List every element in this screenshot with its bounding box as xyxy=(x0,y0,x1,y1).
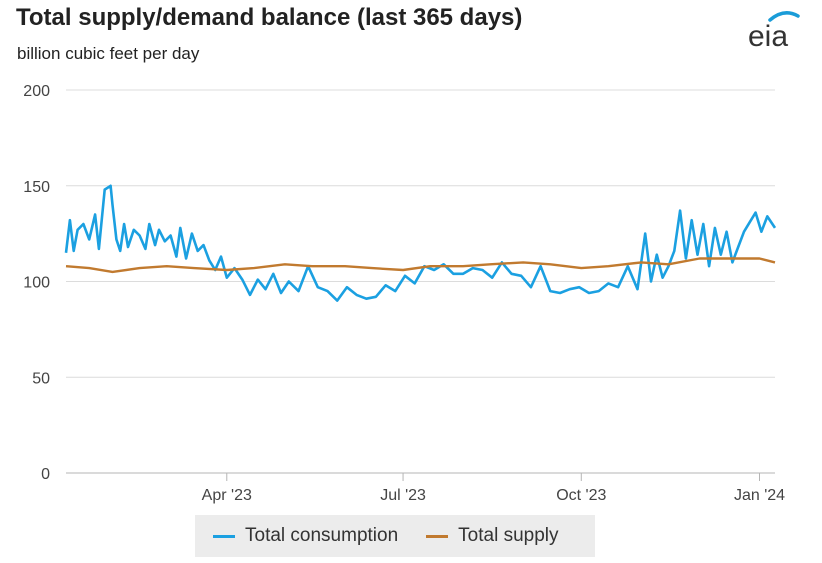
legend-item-consumption[interactable]: Total consumption xyxy=(213,525,398,547)
legend-label-consumption: Total consumption xyxy=(245,525,398,547)
x-tick-label: Jul '23 xyxy=(380,487,426,504)
legend: Total consumption Total supply xyxy=(195,515,595,557)
y-tick-label: 50 xyxy=(32,370,50,387)
series-line-consumption xyxy=(66,186,775,301)
y-tick-label: 200 xyxy=(23,83,50,100)
x-tick-label: Jan '24 xyxy=(734,487,785,504)
series-line-supply xyxy=(66,259,775,272)
y-tick-label: 150 xyxy=(23,179,50,196)
y-tick-label: 100 xyxy=(23,275,50,292)
legend-label-supply: Total supply xyxy=(458,525,558,547)
legend-item-supply[interactable]: Total supply xyxy=(426,525,558,547)
x-tick-label: Apr '23 xyxy=(202,487,252,504)
chart-svg: 0 50 100 150 200 Apr '23 Jul '23 Oct '23 Jan '24 xyxy=(0,0,822,510)
legend-swatch-consumption xyxy=(213,535,235,538)
legend-swatch-supply xyxy=(426,535,448,538)
x-tick-label: Oct '23 xyxy=(556,487,606,504)
y-tick-label: 0 xyxy=(41,466,50,483)
